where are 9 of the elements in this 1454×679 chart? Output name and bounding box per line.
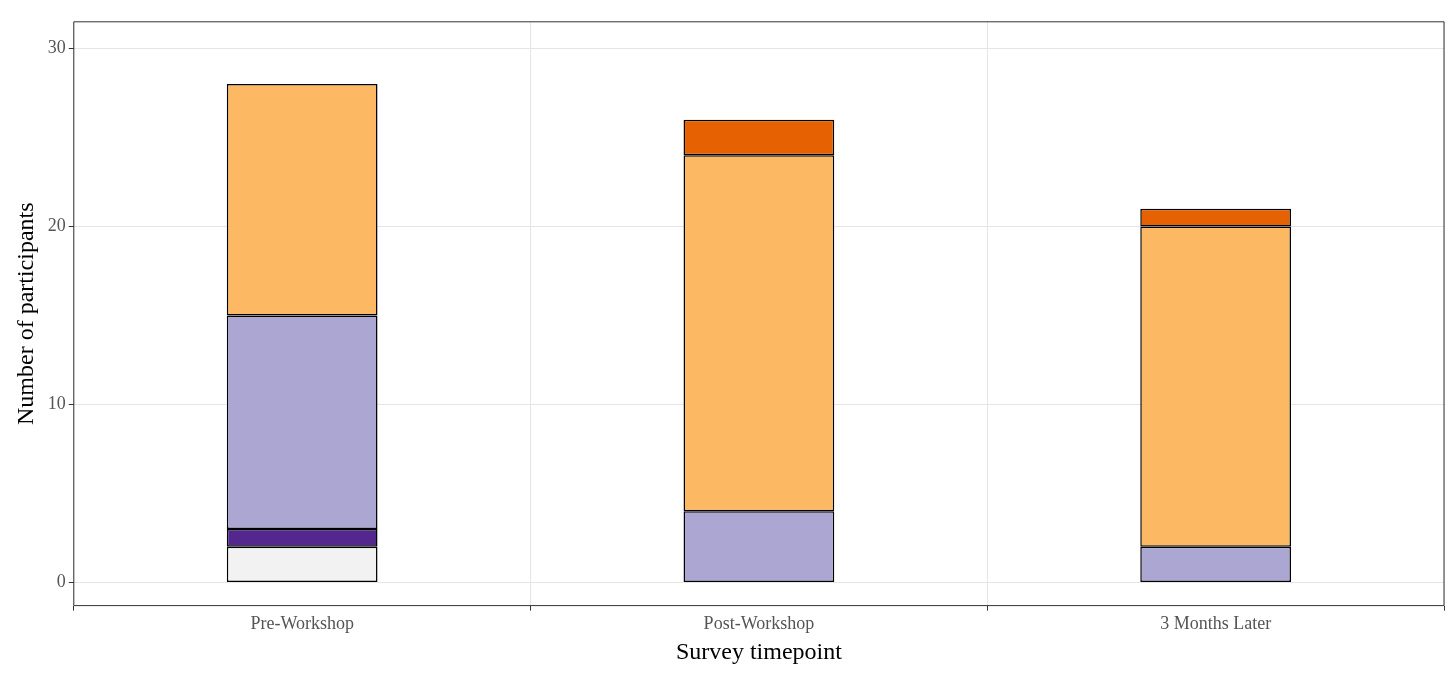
y-tick-label: 10 xyxy=(47,393,66,414)
y-tick-label: 20 xyxy=(47,215,66,236)
y-tick-label: 0 xyxy=(56,571,66,592)
y-tick-label: 30 xyxy=(47,37,66,58)
x-tick-label: Post-Workshop xyxy=(703,613,815,634)
x-axis-title: Survey timepoint xyxy=(675,637,843,664)
x-tick-label: 3 Months Later xyxy=(1160,613,1272,634)
y-axis-title: Number of participants xyxy=(11,202,38,425)
x-tick-label: Pre-Workshop xyxy=(250,613,354,634)
